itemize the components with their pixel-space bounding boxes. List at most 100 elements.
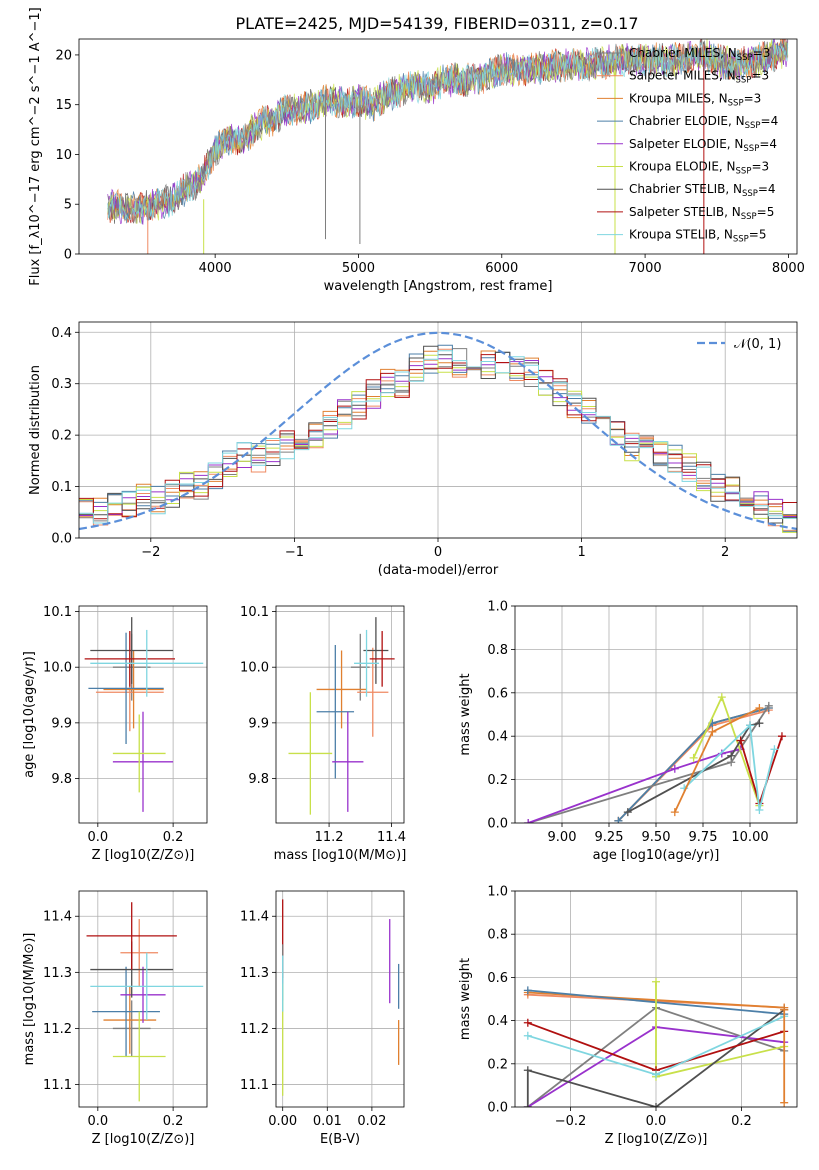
x-tick-label: 0.01: [313, 1114, 342, 1129]
x-axis-label: Z [log10(Z/Z⊙)]: [92, 1132, 195, 1147]
y-tick-label: 11.1: [43, 1078, 72, 1093]
y-tick-label: 0.0: [487, 1101, 508, 1116]
y-tick-label: 11.3: [240, 966, 269, 981]
mass-weight-point: [670, 808, 679, 817]
y-tick-label: 0.2: [51, 429, 72, 444]
legend-label: Salpeter MILES, NSSP=3: [629, 69, 769, 86]
y-tick-label: 10.1: [240, 605, 269, 620]
x-tick-label: 9.50: [642, 830, 671, 845]
mass-weight-point: [755, 719, 764, 728]
mass-weight-line: [527, 748, 741, 823]
mass-weight-point: [689, 753, 698, 762]
y-tick-label: 10.1: [43, 605, 72, 620]
y-tick-label: 9.8: [248, 772, 269, 787]
mass-weight-point: [770, 745, 779, 754]
y-tick-label: 0.3: [51, 377, 72, 392]
mass-weight-point: [652, 1103, 660, 1107]
mass-weight-point: [780, 1098, 789, 1107]
y-tick-label: 9.8: [51, 772, 72, 787]
x-axis-label: age [log10(age/yr)]: [593, 848, 720, 863]
axes-frame: [78, 890, 208, 1108]
y-tick-label: 0.4: [487, 730, 508, 745]
x-tick-label: 6000: [485, 261, 518, 276]
legend-label: Kroupa STELIB, NSSP=5: [629, 228, 767, 245]
y-tick-label: 11.1: [240, 1078, 269, 1093]
mass-weight-point: [780, 1005, 789, 1014]
y-tick-label: 1.0: [487, 600, 508, 615]
mass-weight-point: [727, 751, 736, 760]
legend-label: Salpeter STELIB, NSSP=5: [629, 205, 774, 222]
mass-weight-line: [683, 723, 776, 811]
y-tick-label: 10.0: [240, 661, 269, 676]
y-tick-label: 0.0: [487, 817, 508, 832]
mass-weight-point: [523, 1103, 532, 1107]
y-tick-label: 5: [64, 198, 72, 213]
histogram-series-step: [79, 354, 797, 533]
mass-weight-point: [717, 693, 726, 702]
x-tick-label: 9.00: [548, 830, 577, 845]
mass-weight-point: [614, 816, 623, 823]
y-tick-label: 0.0: [51, 532, 72, 547]
figure-title: PLATE=2425, MJD=54139, FIBERID=0311, z=0…: [235, 14, 638, 33]
legend-label: Kroupa MILES, NSSP=3: [629, 91, 761, 108]
mass-weight-point: [523, 1018, 532, 1027]
x-tick-label: 0.2: [163, 1114, 184, 1129]
x-tick-label: 0.0: [646, 1114, 667, 1129]
x-axis-label: Z [log10(Z/Z⊙)]: [92, 848, 195, 863]
y-tick-label: 9.9: [248, 716, 269, 731]
x-tick-label: 0.02: [357, 1114, 386, 1129]
y-tick-label: 0.4: [487, 1014, 508, 1029]
axes-frame: [78, 38, 798, 255]
x-tick-label: 0.2: [731, 1114, 752, 1129]
legend-label: Salpeter ELODIE, NSSP=4: [629, 137, 777, 154]
y-tick-label: 0.2: [487, 773, 508, 788]
mass-weight-point: [523, 1031, 532, 1040]
y-tick-label: 10: [55, 148, 72, 163]
y-tick-label: 11.4: [43, 910, 72, 925]
x-tick-label: 11.2: [315, 830, 344, 845]
spectrum-series-line: [107, 39, 789, 225]
mass-weight-point: [708, 727, 717, 736]
mass-weight-point: [746, 721, 754, 730]
mass-weight-point: [777, 732, 786, 741]
axes-frame: [275, 605, 405, 824]
legend-label: Chabrier MILES, NSSP=3: [629, 46, 770, 63]
x-tick-label: 8000: [772, 261, 805, 276]
axes-frame: [275, 890, 405, 1108]
y-tick-label: 20: [55, 48, 72, 63]
legend-label: 𝒩(0, 1): [734, 337, 781, 352]
mass-weight-point: [670, 764, 679, 773]
x-tick-label: −2: [141, 545, 160, 560]
x-tick-label: 11.4: [377, 830, 406, 845]
legend-label: Kroupa ELODIE, NSSP=3: [629, 160, 769, 177]
y-tick-label: 11.3: [43, 966, 72, 981]
x-tick-label: 1: [577, 545, 585, 560]
x-axis-label: mass [log10(M/M⊙)]: [274, 848, 407, 863]
y-tick-label: 11.4: [240, 910, 269, 925]
x-tick-label: −0.2: [555, 1114, 587, 1129]
y-tick-label: 0.8: [487, 928, 508, 943]
y-axis-label: mass weight: [458, 673, 473, 755]
x-tick-label: 0.0: [87, 1114, 108, 1129]
mass-weight-point: [755, 805, 764, 814]
x-tick-label: 5000: [342, 261, 375, 276]
spectrum-series-line: [107, 42, 789, 221]
axes-frame: [514, 890, 798, 1108]
legend-label: Chabrier ELODIE, NSSP=4: [629, 114, 778, 131]
histogram-series-step: [79, 354, 797, 520]
y-tick-label: 1.0: [487, 885, 508, 900]
mass-weight-point: [652, 977, 660, 986]
mass-weight-point: [523, 986, 532, 995]
y-tick-label: 15: [55, 98, 72, 113]
mass-weight-line: [527, 705, 770, 823]
axes-frame: [78, 321, 798, 539]
mass-weight-line: [526, 1009, 785, 1107]
x-tick-label: 10.00: [731, 830, 768, 845]
mass-weight-point: [764, 701, 773, 710]
y-tick-label: 10.0: [43, 661, 72, 676]
y-axis-label: mass [log10(M/M⊙)]: [22, 933, 37, 1066]
y-tick-label: 9.9: [51, 716, 72, 731]
y-axis-label: age [log10(age/yr)]: [22, 651, 37, 778]
y-tick-label: 0.4: [51, 326, 72, 341]
